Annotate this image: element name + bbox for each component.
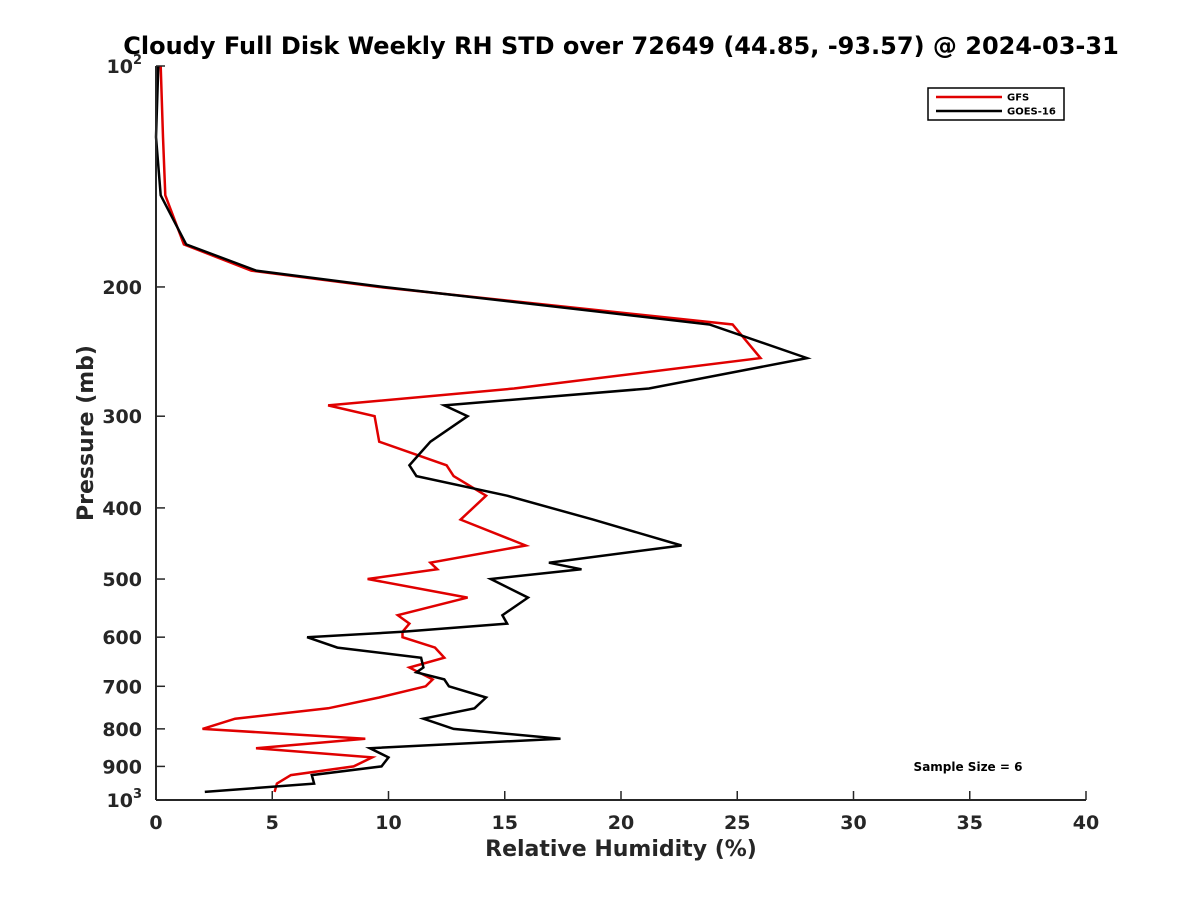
legend-label: GOES-16 [1007,107,1056,118]
legend: GFS GOES-16 [927,87,1065,121]
y-tick-label: 800 [102,719,142,741]
x-tick-label: 0 [149,812,162,834]
y-tick-label: 900 [102,756,142,778]
y-tick-label: 200 [102,277,142,299]
y-ticks: 102 200 300 400 500 600 700 800 900 103 [102,53,165,812]
y-tick-label: 600 [102,627,142,649]
chart-title: Cloudy Full Disk Weekly RH STD over 7264… [123,32,1119,60]
plot-lines [154,65,812,794]
x-tick-label: 35 [957,812,983,834]
x-tick-label: 5 [266,812,279,834]
sample-size-annotation: Sample Size = 6 [914,760,1023,774]
y-axis-label: Pressure (mb) [74,345,99,521]
x-tick-label: 30 [840,812,866,834]
y-tick-label: 300 [102,406,142,428]
y-tick-label: 700 [102,676,142,698]
series-line-goes-16 [154,65,812,794]
x-tick-label: 40 [1073,812,1099,834]
y-tick-label: 400 [102,498,142,520]
legend-box [927,87,1065,121]
x-axis-label: Relative Humidity (%) [485,837,757,862]
series-line-gfs [159,65,763,793]
x-tick-label: 20 [608,812,634,834]
x-tick-label: 25 [724,812,750,834]
y-tick-label: 500 [102,569,142,591]
x-tick-label: 15 [492,812,518,834]
x-ticks: 0 5 10 15 20 25 30 35 40 [149,791,1099,834]
legend-label: GFS [1007,93,1029,104]
y-tick-label: 102 [107,53,143,78]
x-tick-label: 10 [375,812,401,834]
y-tick-label: 103 [107,787,143,812]
